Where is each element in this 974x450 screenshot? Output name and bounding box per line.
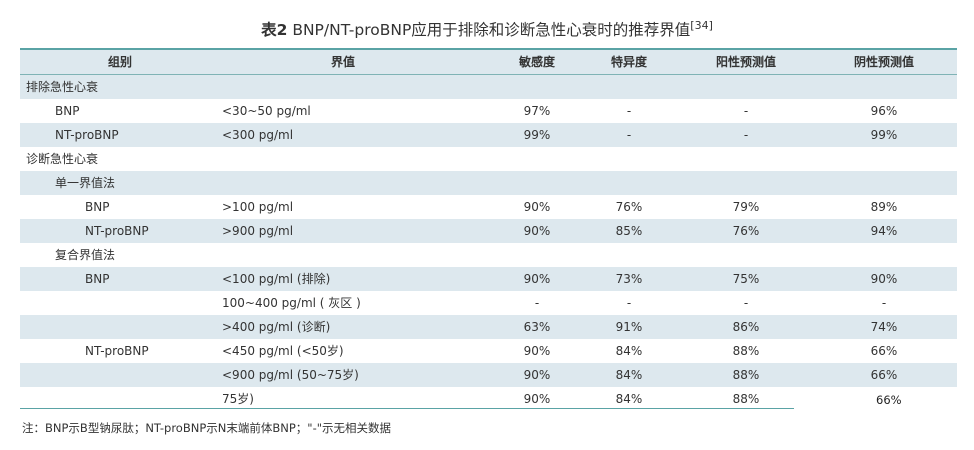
cell-specificity: 91% (615, 320, 643, 334)
cell-sensitivity: 90% (523, 344, 551, 358)
cell-group: BNP (85, 272, 110, 286)
cell-group: 单一界值法 (55, 176, 116, 190)
table-header-rule (20, 74, 957, 75)
cell-sensitivity: 90% (523, 224, 551, 238)
cell-ppv: 88% (732, 368, 760, 382)
header-group: 组别 (107, 55, 133, 69)
cell-ppv: - (743, 296, 749, 310)
table-row: BNP <30~50 pg/ml 97% - - 96% (20, 99, 957, 123)
table-bottom-rule (20, 408, 794, 409)
cell-cutoff: <100 pg/ml (排除) (222, 272, 331, 286)
table-row: 排除急性心衰 (20, 75, 957, 99)
cell-ppv: - (743, 104, 749, 118)
cell-ppv: - (743, 128, 749, 142)
table-top-rule (20, 48, 957, 50)
cell-specificity: 85% (615, 224, 643, 238)
cell-cutoff: >100 pg/ml (222, 200, 294, 214)
header-ppv: 阳性预测值 (715, 55, 777, 69)
table-title-text: BNP/NT-proBNP应用于排除和诊断急性心衰时的推荐界值 (292, 21, 691, 39)
cell-ppv: 86% (732, 320, 760, 334)
cell-npv: 74% (870, 320, 898, 334)
table-row: 单一界值法 (20, 171, 957, 195)
table-row: 100~400 pg/ml ( 灰区 ) - - - - (20, 291, 957, 315)
table-row: 复合界值法 (20, 243, 957, 267)
table-row: NT-proBNP <450 pg/ml (<50岁) 90% 84% 88% 66% (20, 339, 957, 363)
cell-sensitivity: 99% (523, 128, 551, 142)
cell-sensitivity: 63% (523, 320, 551, 334)
cell-sensitivity: 90% (523, 368, 551, 382)
table-row: 诊断急性心衰 (20, 147, 957, 171)
table-row: <900 pg/ml (50~75岁) 90% 84% 88% 66% (20, 363, 957, 387)
cell-npv: 66% (870, 368, 898, 382)
stray-value: 66% (876, 393, 902, 407)
cell-cutoff: 100~400 pg/ml ( 灰区 ) (222, 296, 361, 310)
cell-cutoff: <450 pg/ml (<50岁) (222, 344, 344, 358)
header-cutoff: 界值 (330, 55, 356, 69)
cell-specificity: - (626, 128, 632, 142)
table-row: >400 pg/ml (诊断) 63% 91% 86% 74% (20, 315, 957, 339)
cell-npv: 66% (870, 344, 898, 358)
table-row: BNP >100 pg/ml 90% 76% 79% 89% (20, 195, 957, 219)
cell-group: 诊断急性心衰 (26, 152, 99, 166)
table-header: 组别 界值 敏感度 特异度 阳性预测值 阴性预测值 (20, 50, 957, 74)
cell-cutoff: <30~50 pg/ml (222, 104, 311, 118)
table-title: 表2 BNP/NT-proBNP应用于排除和诊断急性心衰时的推荐界值[34] (0, 18, 974, 40)
cell-cutoff: <300 pg/ml (222, 128, 294, 142)
cell-ppv: 76% (732, 224, 760, 238)
cell-cutoff: >400 pg/ml (诊断) (222, 320, 331, 334)
cell-sensitivity: 97% (523, 104, 551, 118)
cell-sensitivity: 90% (523, 272, 551, 286)
cell-specificity: 84% (615, 368, 643, 382)
table-number: 表2 (261, 21, 288, 39)
cell-sensitivity: 90% (523, 200, 551, 214)
cell-sensitivity: 90% (523, 392, 551, 406)
table-title-ref: [34] (690, 19, 713, 32)
header-sensitivity: 敏感度 (518, 55, 556, 69)
table-row: 75岁) 90% 84% 88% (20, 387, 957, 411)
cell-npv: 99% (870, 128, 898, 142)
cell-npv: 94% (870, 224, 898, 238)
table-row: BNP <100 pg/ml (排除) 90% 73% 75% 90% (20, 267, 957, 291)
cell-npv: 90% (870, 272, 898, 286)
cell-group: NT-proBNP (55, 128, 119, 142)
cell-group: NT-proBNP (85, 344, 149, 358)
table-row: NT-proBNP <300 pg/ml 99% - - 99% (20, 123, 957, 147)
cell-ppv: 79% (732, 200, 760, 214)
cell-group: 排除急性心衰 (26, 80, 99, 94)
cell-npv: - (881, 296, 887, 310)
cell-specificity: 76% (615, 200, 643, 214)
cell-cutoff: 75岁) (222, 392, 254, 406)
cell-cutoff: <900 pg/ml (50~75岁) (222, 368, 359, 382)
cell-specificity: 84% (615, 392, 643, 406)
cell-ppv: 88% (732, 344, 760, 358)
cell-group: BNP (55, 104, 80, 118)
table-footnote: 注：BNP示B型钠尿肽；NT-proBNP示N末端前体BNP；"-"示无相关数据 (22, 421, 392, 435)
cell-specificity: 73% (615, 272, 643, 286)
cell-group: 复合界值法 (55, 248, 116, 262)
cell-specificity: - (626, 104, 632, 118)
header-npv: 阴性预测值 (853, 55, 915, 69)
cell-cutoff: >900 pg/ml (222, 224, 294, 238)
cell-ppv: 88% (732, 392, 760, 406)
cell-specificity: - (626, 296, 632, 310)
cell-ppv: 75% (732, 272, 760, 286)
header-specificity: 特异度 (610, 55, 648, 69)
cell-npv: 96% (870, 104, 898, 118)
cell-sensitivity: - (534, 296, 540, 310)
cell-group: NT-proBNP (85, 224, 149, 238)
table-row: NT-proBNP >900 pg/ml 90% 85% 76% 94% (20, 219, 957, 243)
cell-specificity: 84% (615, 344, 643, 358)
cell-npv: 89% (870, 200, 898, 214)
cell-group: BNP (85, 200, 110, 214)
